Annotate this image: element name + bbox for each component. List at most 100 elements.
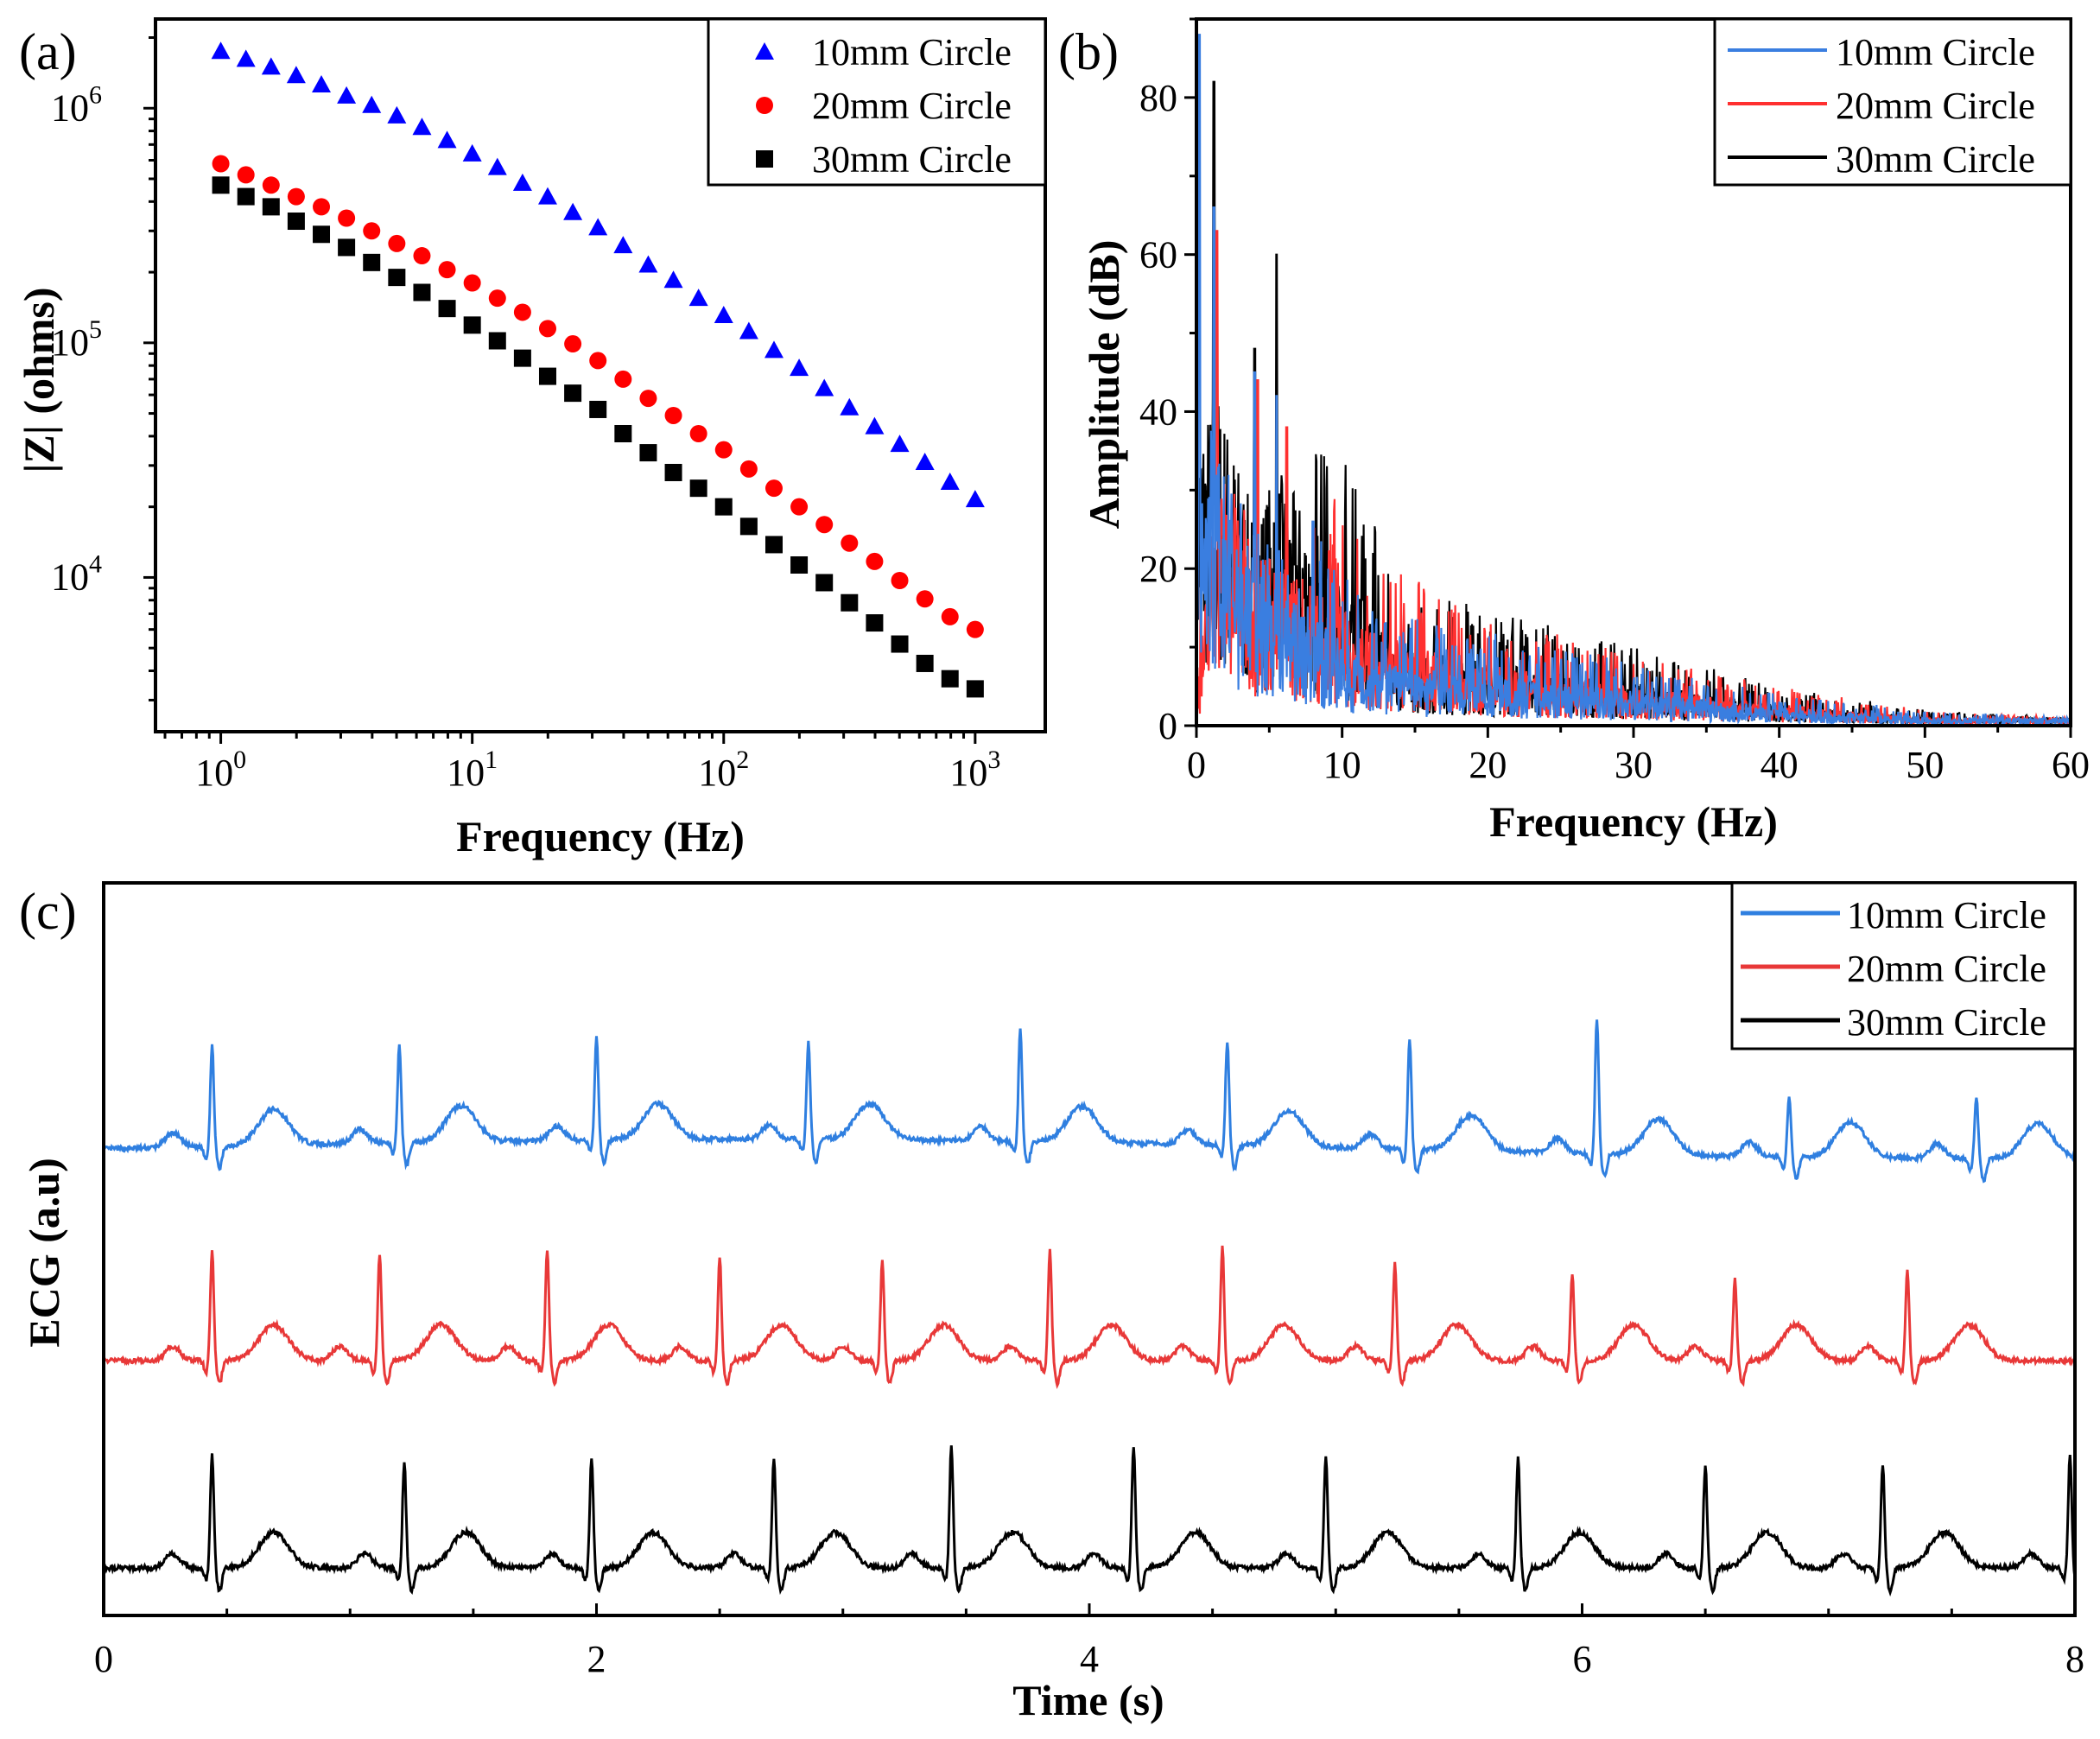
data-point-square: [287, 213, 305, 231]
y-tick-label: 105: [51, 315, 102, 364]
data-point-circle: [463, 274, 481, 292]
data-point-square: [338, 238, 356, 257]
x-tick-label: 40: [1761, 744, 1799, 786]
panel-a-y-ticks: 104 105 106: [51, 36, 155, 701]
data-point-triangle: [337, 86, 357, 104]
data-point-triangle: [688, 289, 708, 307]
data-point-circle: [815, 516, 834, 534]
data-point-circle: [538, 320, 556, 338]
data-point-square: [639, 444, 657, 462]
data-point-circle: [966, 620, 984, 638]
panel-c-legend-label-10mm: 10mm Circle: [1847, 894, 2046, 936]
x-tick-label: 6: [1573, 1638, 1592, 1680]
panel-b-legend: 10mm Circle 20mm Circle 30mm Circle: [1713, 17, 2072, 187]
data-point-square: [589, 400, 607, 418]
y-tick-label: 80: [1139, 77, 1177, 119]
data-point-square: [463, 316, 481, 334]
data-point-triangle: [840, 397, 860, 416]
data-point-circle: [739, 460, 758, 478]
data-point-triangle: [638, 255, 658, 273]
panel-a-legend-label-10mm: 10mm Circle: [812, 31, 1012, 73]
x-tick-label: 60: [2052, 744, 2090, 786]
panel-a-legend-label-20mm: 20mm Circle: [812, 85, 1012, 127]
data-point-circle: [891, 572, 909, 590]
data-point-square: [916, 654, 934, 672]
data-point-square: [564, 384, 582, 403]
data-point-circle: [237, 166, 255, 184]
x-tick-label: 30: [1615, 744, 1653, 786]
data-point-circle: [714, 441, 733, 459]
panel-b-legend-label-20mm: 20mm Circle: [1836, 85, 2035, 127]
data-point-square: [363, 253, 381, 271]
x-tick-label: 0: [1187, 744, 1206, 786]
legend-marker-square: [756, 150, 773, 168]
data-point-triangle: [714, 305, 733, 323]
panel-c-ecg-plot: (c) 0 2 4 6 8 Time (s) ECG (a.u) 10mm Circle…: [19, 881, 2084, 1724]
data-point-triangle: [663, 270, 683, 289]
panel-b-legend-label-10mm: 10mm Circle: [1836, 31, 2035, 73]
ecg-trace: [102, 1019, 2077, 1184]
x-tick-label: 2: [587, 1638, 606, 1680]
panel-a-x-ticks: 100 101 102 103: [163, 732, 1000, 794]
data-point-square: [765, 536, 783, 554]
data-point-circle: [589, 352, 607, 370]
data-point-circle: [513, 303, 531, 321]
data-point-square: [614, 424, 632, 442]
x-tick-label: 20: [1469, 744, 1507, 786]
data-point-triangle: [940, 473, 960, 491]
y-tick-label: 60: [1139, 234, 1177, 276]
data-point-circle: [790, 498, 809, 516]
data-point-circle: [363, 222, 381, 240]
data-point-square: [841, 593, 859, 612]
panel-a-legend-label-30mm: 30mm Circle: [812, 138, 1012, 181]
data-point-square: [488, 332, 506, 350]
data-point-circle: [841, 534, 859, 552]
data-point-square: [941, 670, 959, 688]
legend-marker-circle: [756, 97, 773, 114]
panel-b-label: (b): [1058, 23, 1119, 80]
data-point-circle: [413, 247, 431, 265]
data-point-triangle: [412, 117, 432, 136]
data-point-circle: [262, 176, 280, 194]
data-point-triangle: [588, 218, 608, 236]
data-point-triangle: [437, 130, 457, 149]
data-point-triangle: [211, 41, 231, 60]
data-point-square: [538, 367, 556, 385]
data-point-triangle: [865, 416, 885, 435]
data-point-square: [866, 614, 884, 632]
data-point-square: [664, 463, 682, 481]
y-tick-label: 40: [1139, 390, 1177, 433]
data-point-square: [891, 635, 909, 653]
data-point-triangle: [764, 340, 784, 359]
data-point-triangle: [815, 378, 834, 397]
data-point-square: [262, 198, 280, 216]
panel-b-spectrum-lines: [1195, 34, 2072, 728]
data-point-circle: [438, 261, 456, 279]
spectrum-line: [1195, 34, 2072, 728]
panel-b-x-ticks: 0 10 20 30 40 50 60: [1187, 726, 2090, 786]
data-point-square: [313, 225, 331, 244]
panel-b-x-axis-label: Frequency (Hz): [1489, 797, 1778, 846]
panel-b-spectrum-plot: (b) 0 10 20 30 40 50 60 0 20 40 60 80 Frequency (H…: [1058, 17, 2090, 846]
x-tick-label: 10: [1323, 744, 1361, 786]
panel-a-impedance-plot: (a) 100 101 102 103 104 105 106 Frequency (Hz…: [15, 17, 1047, 860]
panel-c-y-axis-label: ECG (a.u): [20, 1158, 68, 1347]
ecg-trace: [103, 1445, 2077, 1597]
data-point-circle: [488, 289, 506, 308]
data-point-square: [212, 176, 230, 194]
data-point-circle: [564, 335, 582, 353]
data-point-triangle: [890, 435, 910, 453]
data-point-circle: [664, 406, 682, 424]
x-tick-label: 100: [195, 746, 246, 794]
panel-a-legend-markers: [755, 42, 774, 168]
data-point-square: [438, 300, 456, 318]
data-point-square: [815, 574, 834, 592]
data-point-square: [388, 269, 406, 287]
data-point-circle: [388, 234, 406, 252]
data-point-triangle: [790, 359, 809, 377]
x-tick-label: 102: [698, 746, 749, 794]
data-point-circle: [287, 187, 305, 206]
x-tick-label: 103: [949, 746, 1000, 794]
y-tick-label: 104: [51, 549, 102, 598]
panel-a-y-axis-label: |Z| (ohms): [15, 287, 63, 473]
